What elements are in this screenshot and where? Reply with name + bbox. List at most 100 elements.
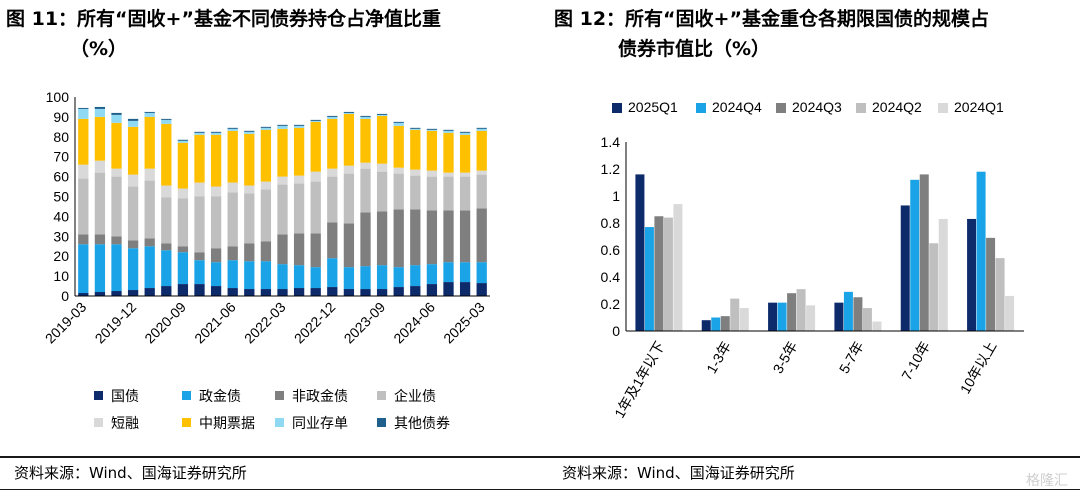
bar-segment [194, 252, 205, 261]
bar [976, 171, 986, 331]
bar-segment [260, 241, 272, 262]
bar [768, 302, 778, 331]
bar-segment [360, 162, 371, 169]
legend-item: 短融 [94, 413, 139, 433]
bar-segment [144, 288, 155, 296]
y-tick-label: 0.2 [601, 296, 621, 312]
bar-segment [177, 198, 189, 247]
bar-segment [111, 176, 122, 237]
bar-segment [277, 234, 288, 265]
legend-label: 2024Q3 [792, 99, 842, 115]
legend-swatch [612, 103, 622, 113]
y-tick-label: 100 [46, 89, 70, 105]
bar-segment [177, 140, 189, 143]
bar-segment [459, 262, 471, 283]
bar-segment [78, 107, 89, 109]
bar-segment [310, 119, 321, 121]
bar-segment [426, 264, 438, 285]
bar-segment [310, 121, 321, 172]
bar-segment [310, 288, 321, 296]
bar-segment [310, 267, 321, 289]
bar-segment [227, 130, 238, 183]
bar-segment [144, 246, 155, 289]
legend-item: 2024Q2 [856, 99, 922, 115]
bar-segment [111, 244, 122, 292]
bar-segment [161, 118, 172, 120]
bar-segment [327, 168, 338, 177]
legend-swatch [94, 391, 103, 400]
bar-segment [443, 172, 454, 177]
bar-segment [277, 125, 288, 129]
legend-swatch [776, 103, 786, 113]
bar-segment [277, 289, 288, 296]
bar-segment [393, 167, 404, 174]
bar-segment [476, 283, 487, 296]
bar-segment [144, 168, 155, 181]
bar-segment [194, 182, 205, 197]
x-tick-label: 2019-03 [42, 299, 90, 347]
bar-segment [78, 244, 89, 294]
legend-item: 2024Q1 [938, 99, 1004, 115]
bar-segment [426, 284, 438, 296]
bar-segment [410, 175, 421, 210]
bar-segment [127, 186, 139, 241]
bar-segment [426, 128, 438, 130]
bar-segment [161, 286, 172, 296]
legend-swatch [275, 418, 284, 427]
bar-segment [127, 290, 139, 296]
y-tick-label: 50 [53, 189, 69, 205]
stacked-bar-chart: 0 10 20 30 40 50 60 70 80 90 100 2019-03 2019-12 2020… [42, 89, 490, 347]
bar-segment [410, 209, 421, 266]
bar-segment [426, 210, 438, 265]
bar-segment [210, 132, 222, 135]
bar-segment [144, 238, 155, 247]
bar-segment [244, 261, 255, 290]
bar-segment [310, 120, 321, 122]
bar-segment [78, 293, 89, 296]
x-tick-label: 2025-03 [440, 299, 488, 347]
bar-segment [177, 284, 189, 296]
bar-segment [476, 170, 487, 175]
bar-segment [227, 192, 238, 247]
x-tick-label: 1-3年 [703, 339, 734, 377]
legend-item: 2024Q3 [776, 99, 842, 115]
bar-segment [244, 185, 255, 194]
bar-segment [476, 174, 487, 209]
bar [853, 297, 863, 331]
bar-segment [410, 128, 421, 130]
bar-segment [194, 132, 205, 135]
bar-segment [476, 128, 487, 131]
right-title-line2: 债券市值比（%） [618, 38, 771, 60]
bar-segment [293, 124, 305, 126]
bar-segment [127, 120, 139, 127]
bar-segment [360, 168, 371, 213]
bar-segment [94, 244, 106, 293]
legend-label: 企业债 [394, 389, 436, 405]
bar-segment [210, 186, 222, 197]
bar-segment [260, 129, 272, 182]
bar-segment [443, 262, 454, 283]
left-title-line1: 图 11：所有“固收+”基金不同债券持仓占净值比重 [6, 8, 441, 30]
bar-segment [459, 172, 471, 177]
bar-segment [310, 181, 321, 234]
bar-segment [210, 131, 222, 133]
bar-segment [476, 262, 487, 284]
x-tick-label: 2019-12 [92, 299, 140, 347]
y-tick-label: 1.4 [601, 134, 621, 150]
y-tick-label: 10 [53, 268, 69, 284]
bar-segment [260, 261, 272, 290]
bar-segment [210, 286, 222, 296]
bar [929, 243, 939, 331]
x-tick-label: 1年及1年以下 [611, 339, 668, 421]
bar [806, 305, 816, 331]
legend-swatch [377, 391, 386, 400]
bar-segment [410, 169, 421, 176]
bar-segment [443, 210, 454, 263]
bar-segment [393, 267, 404, 288]
bar [843, 291, 853, 331]
bar-segment [327, 222, 338, 259]
bar [739, 308, 749, 331]
bar-segment [210, 262, 222, 287]
bar-segment [443, 132, 454, 173]
bar [663, 217, 673, 331]
